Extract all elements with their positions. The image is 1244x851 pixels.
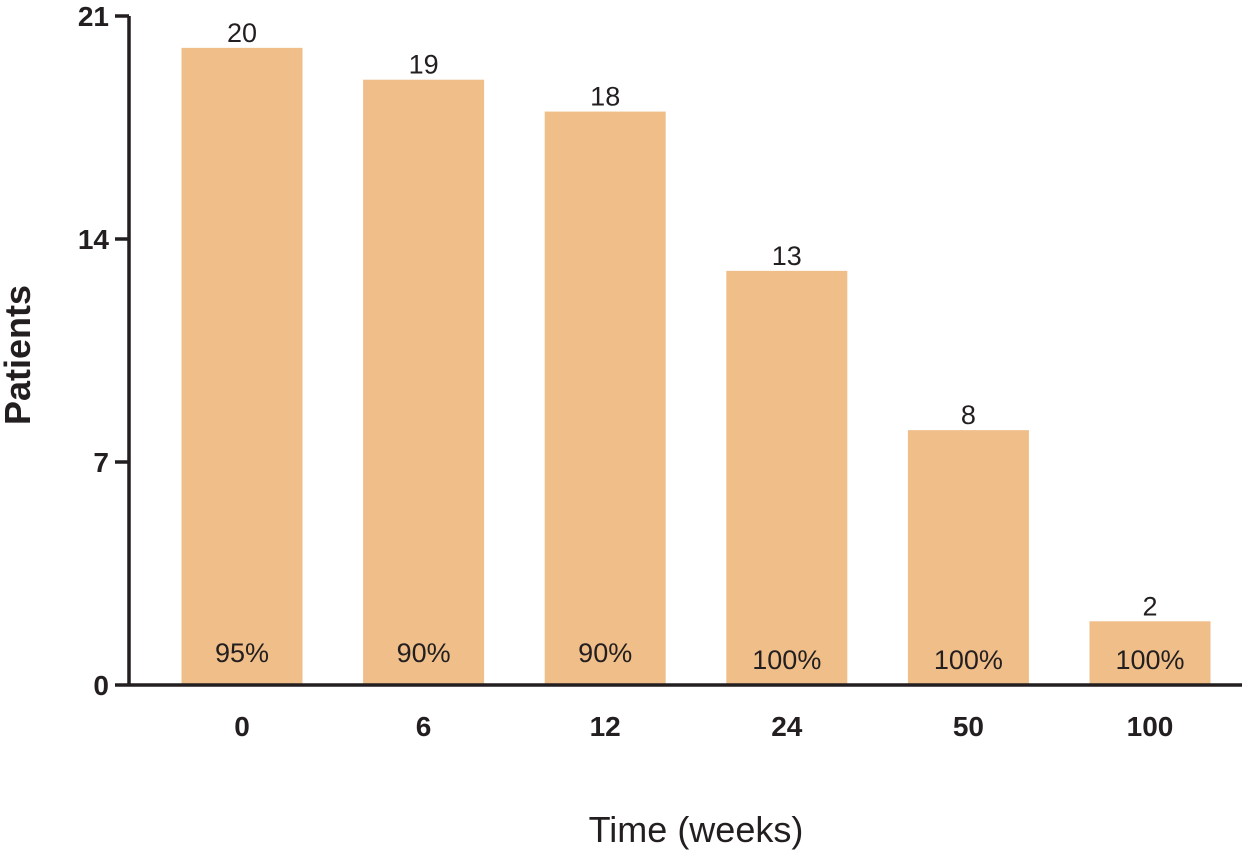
bar-value-label: 8 bbox=[961, 400, 976, 430]
x-ticks-group: 0 6 12 24 50 100 bbox=[234, 711, 1173, 742]
bar-percent-label: 90% bbox=[578, 638, 632, 668]
bar-value-label: 18 bbox=[590, 82, 620, 112]
x-tick-label: 50 bbox=[953, 711, 984, 742]
bar-value-label: 13 bbox=[772, 241, 802, 271]
x-tick-label: 12 bbox=[590, 711, 621, 742]
bar bbox=[907, 430, 1029, 685]
bar-value-label: 19 bbox=[409, 50, 439, 80]
x-tick-label: 24 bbox=[771, 711, 803, 742]
bar-percent-label: 100% bbox=[934, 645, 1003, 675]
bar bbox=[363, 79, 485, 685]
bar-percent-label: 100% bbox=[1115, 645, 1184, 675]
bar bbox=[726, 270, 848, 685]
bar-percent-label: 90% bbox=[397, 638, 451, 668]
bar bbox=[1089, 621, 1211, 685]
y-tick-label: 7 bbox=[93, 447, 109, 478]
x-tick-label: 100 bbox=[1127, 711, 1174, 742]
bar bbox=[181, 47, 303, 686]
y-tick-label: 0 bbox=[93, 670, 109, 701]
percent-labels-group: 95% 90% 90% 100% 100% 100% bbox=[215, 638, 1185, 675]
x-axis-title: Time (weeks) bbox=[589, 809, 804, 850]
y-ticks-group: 0 7 14 21 bbox=[78, 1, 129, 701]
x-tick-label: 0 bbox=[234, 711, 250, 742]
bar bbox=[544, 111, 666, 686]
y-tick-label: 14 bbox=[78, 224, 110, 255]
axes-group bbox=[127, 16, 1242, 687]
value-labels-group: 20 19 18 13 8 2 bbox=[227, 18, 1158, 621]
bar-value-label: 2 bbox=[1142, 591, 1157, 621]
bar-value-label: 20 bbox=[227, 18, 257, 48]
y-axis-title: Patients bbox=[0, 285, 38, 425]
bars-group bbox=[181, 47, 1211, 686]
y-tick-label: 21 bbox=[78, 1, 109, 32]
bar-percent-label: 100% bbox=[752, 645, 821, 675]
x-tick-label: 6 bbox=[416, 711, 432, 742]
bar-percent-label: 95% bbox=[215, 638, 269, 668]
